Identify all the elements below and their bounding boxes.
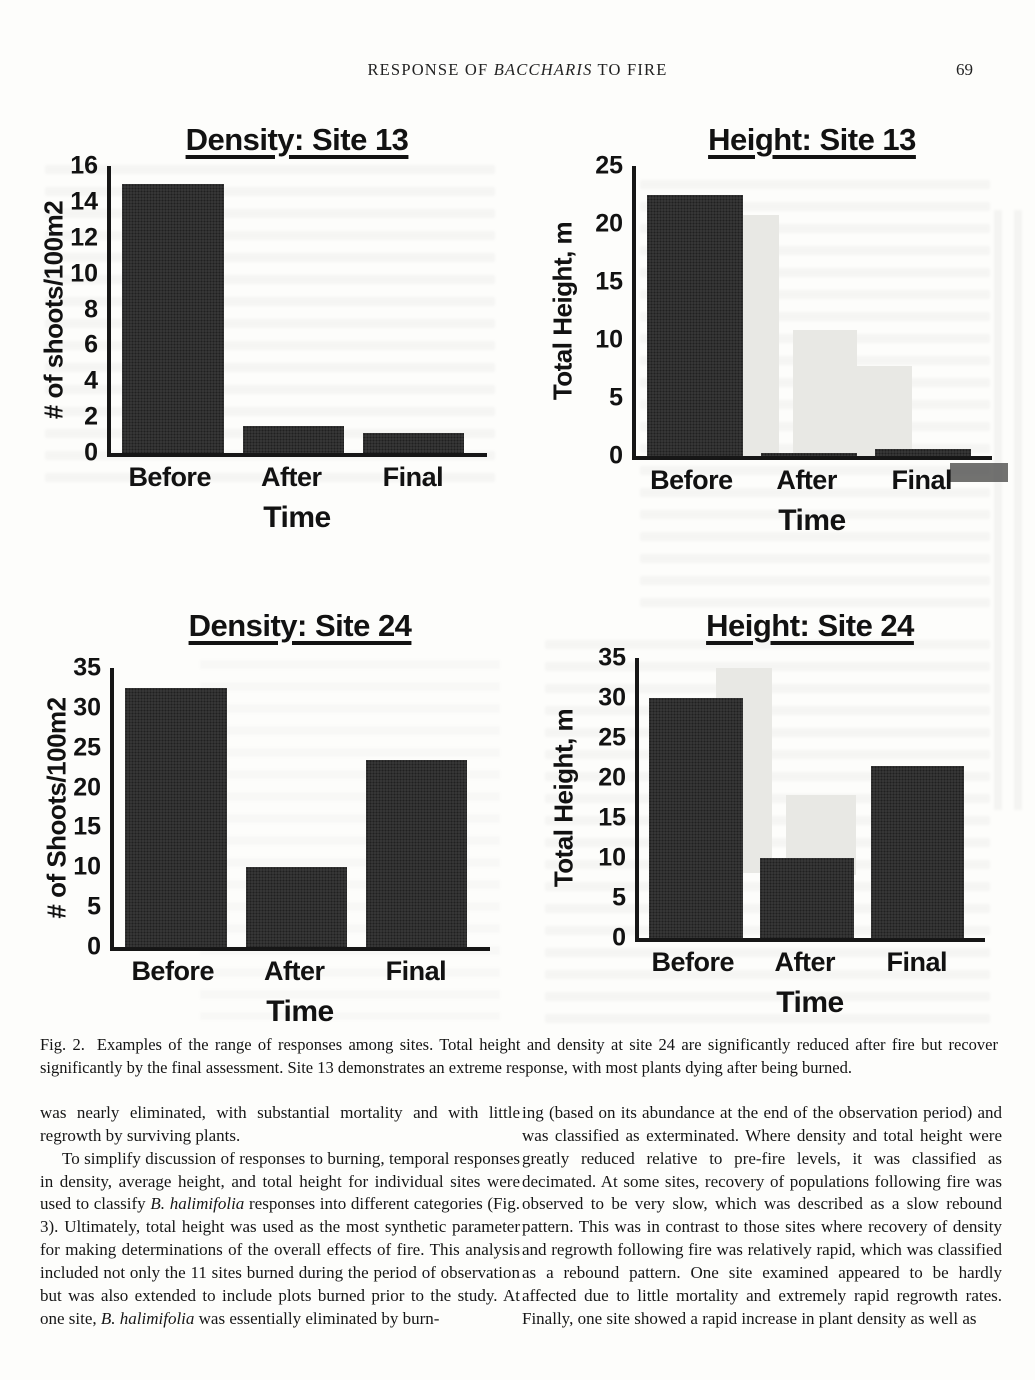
y-ticks: 0 5 10 15 20 25 xyxy=(586,153,632,468)
y-tick-label: 5 xyxy=(609,383,623,412)
y-tick-label: 25 xyxy=(595,151,623,180)
bar-after xyxy=(760,858,854,938)
y-tick-label: 8 xyxy=(84,295,98,323)
plot-area xyxy=(632,166,992,460)
figure-caption-text: Examples of the range of responses among… xyxy=(40,1035,998,1078)
x-axis-label: Time xyxy=(263,501,331,534)
y-tick-label: 0 xyxy=(612,923,626,952)
y-tick-label: 25 xyxy=(598,723,626,752)
y-tick-label: 0 xyxy=(87,932,101,961)
chart-title: Height: Site 13 xyxy=(708,122,916,157)
y-tick-label: 15 xyxy=(595,267,623,296)
y-tick-label: 5 xyxy=(612,883,626,912)
x-axis-label: Time xyxy=(266,995,334,1028)
y-tick-label: 30 xyxy=(73,693,101,722)
x-category-label: Final xyxy=(886,947,947,977)
plot-area xyxy=(110,668,490,951)
bar-after xyxy=(245,867,348,947)
x-category-label: Before xyxy=(651,947,735,977)
chart-title: Density: Site 24 xyxy=(188,608,412,643)
bar-final xyxy=(874,449,971,456)
plot-area xyxy=(635,658,985,942)
y-tick-label: 2 xyxy=(84,402,98,431)
bar-before xyxy=(649,698,743,938)
running-head-italic: BACCHARIS xyxy=(493,60,593,79)
y-axis-label: Total Height, m xyxy=(548,708,578,888)
paragraph: was nearly eliminated, with substantial … xyxy=(40,1103,520,1145)
figure-caption: Fig. 2. Examples of the range of response… xyxy=(40,1033,998,1079)
bar-after xyxy=(242,426,345,453)
x-category-label: After xyxy=(776,465,837,495)
y-tick-label: 10 xyxy=(598,843,626,872)
x-category-label: Final xyxy=(891,465,953,495)
y-tick-label: 5 xyxy=(87,892,101,921)
x-categories: Before After Final xyxy=(635,947,985,980)
y-tick-label: 35 xyxy=(73,653,101,682)
x-categories: Before After Final xyxy=(107,462,487,495)
y-tick-label: 0 xyxy=(609,441,623,470)
bar-final xyxy=(365,759,468,947)
x-category-label: After xyxy=(264,956,325,986)
x-category-label: Final xyxy=(385,956,447,986)
y-ticks: 0 2 4 6 8 10 12 14 16 xyxy=(70,153,107,465)
y-tick-label: 0 xyxy=(84,438,98,467)
y-tick-label: 20 xyxy=(73,773,101,802)
x-axis-label: Time xyxy=(778,504,846,537)
y-tick-label: 20 xyxy=(598,763,626,792)
bar-final xyxy=(870,766,965,938)
x-category-label: After xyxy=(774,947,835,977)
y-tick-label: 25 xyxy=(73,733,101,762)
chart-density-site-13: Density: Site 13 # of shoots/100m2 0 2 4 6 8… xyxy=(35,122,487,535)
x-category-label: Before xyxy=(650,465,733,495)
paragraph: ing (based on its abundance at the end o… xyxy=(522,1103,1002,1328)
bar-before xyxy=(125,687,227,947)
y-tick-label: 15 xyxy=(73,812,101,841)
x-category-label: Before xyxy=(128,462,211,492)
figure-caption-label: Fig. 2. xyxy=(40,1035,85,1054)
bar-after xyxy=(760,452,857,456)
y-tick-label: 16 xyxy=(70,151,98,180)
x-categories: Before After Final xyxy=(632,465,992,498)
bar-before xyxy=(646,195,743,456)
y-tick-label: 10 xyxy=(70,259,98,288)
chart-height-site-24: Height: Site 24 Total Height, m 0 5 10 15 20… xyxy=(540,608,985,1020)
bar-before xyxy=(122,183,224,453)
x-category-label: After xyxy=(261,462,322,492)
y-tick-label: 20 xyxy=(595,209,623,238)
x-categories: Before After Final xyxy=(110,956,490,989)
y-axis-label: # of Shoots/100m2 xyxy=(41,696,72,919)
y-ticks: 0 5 10 15 20 25 30 35 xyxy=(587,645,635,950)
x-category-label: Before xyxy=(131,956,214,986)
chart-title: Density: Site 13 xyxy=(185,122,409,157)
bar-final xyxy=(362,433,465,453)
y-tick-label: 30 xyxy=(598,683,626,712)
x-axis-label: Time xyxy=(776,986,844,1019)
y-ticks: 0 5 10 15 20 25 30 35 xyxy=(73,655,110,959)
y-axis-label: # of shoots/100m2 xyxy=(38,200,69,419)
running-head: RESPONSE OF BACCHARIS TO FIRE xyxy=(367,60,668,79)
body-column-right: ing (based on its abundance at the end o… xyxy=(522,1102,1002,1331)
y-tick-label: 12 xyxy=(70,223,98,252)
y-tick-label: 10 xyxy=(595,325,623,354)
chart-density-site-24: Density: Site 24 # of Shoots/100m2 0 5 10 1… xyxy=(38,608,490,1029)
chart-title: Height: Site 24 xyxy=(706,608,914,643)
page-number: 69 xyxy=(956,60,973,79)
y-tick-label: 4 xyxy=(84,366,98,395)
chart-height-site-13: Height: Site 13 Total Height, m 0 5 10 15 20… xyxy=(540,122,992,538)
bleedthrough-margin-artifact xyxy=(994,210,1026,810)
y-tick-label: 15 xyxy=(598,803,626,832)
body-column-left: was nearly eliminated, with substantial … xyxy=(40,1102,520,1331)
x-category-label: Final xyxy=(382,462,444,492)
y-tick-label: 6 xyxy=(84,330,98,359)
y-tick-label: 10 xyxy=(73,852,101,881)
y-axis-label: Total Height, m xyxy=(547,221,578,401)
paragraph: To simplify discussion of responses to b… xyxy=(40,1148,520,1328)
y-tick-label: 35 xyxy=(598,643,626,672)
y-tick-label: 14 xyxy=(70,187,98,216)
plot-area xyxy=(107,166,487,457)
